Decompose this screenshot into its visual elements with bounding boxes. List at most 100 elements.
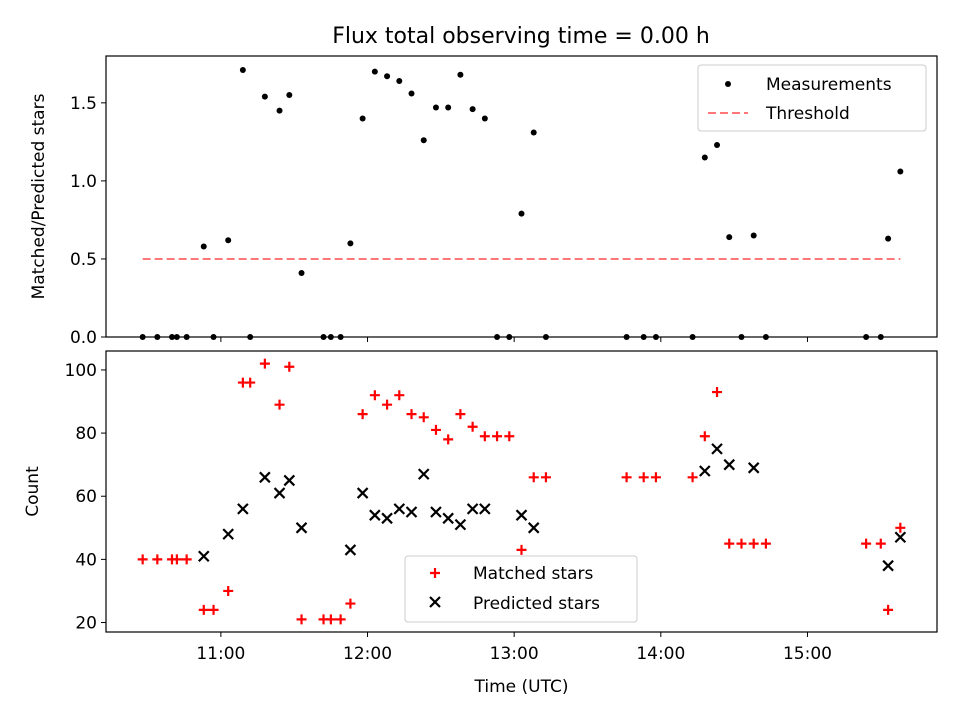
- matched-star-point: [208, 604, 219, 615]
- matched-star-point: [394, 390, 405, 401]
- legend-matched-label: Matched stars: [473, 564, 593, 584]
- measurement-point: [225, 237, 232, 244]
- measurement-point: [261, 93, 268, 100]
- measurement-point: [359, 115, 366, 122]
- measurement-point: [623, 334, 630, 340]
- measurement-point: [877, 334, 884, 340]
- predicted-star-point: [273, 487, 286, 499]
- bottom-ylabel: Count: [23, 466, 43, 517]
- predicted-star-point: [699, 465, 711, 477]
- measurement-point: [183, 334, 190, 340]
- top-ytick-label: 0.5: [70, 250, 97, 270]
- legend-predicted-marker: [429, 596, 441, 608]
- measurement-point: [885, 235, 892, 242]
- measurement-point: [337, 334, 344, 340]
- predicted-star-point: [882, 559, 894, 572]
- predicted-star-point: [393, 503, 406, 515]
- measurement-point: [863, 334, 870, 340]
- matched-star-point: [284, 361, 295, 372]
- measurement-point: [652, 334, 659, 340]
- matched-star-point: [712, 387, 723, 398]
- measurement-point: [762, 334, 769, 340]
- measurement-point: [396, 77, 403, 84]
- predicted-star-point: [430, 506, 442, 518]
- legend-matched-marker: [430, 568, 440, 578]
- legend-measurements-marker: [725, 81, 731, 87]
- top-ytick-label: 0.0: [70, 328, 97, 348]
- measurement-point: [506, 334, 513, 340]
- measurement-point: [139, 334, 146, 340]
- matched-star-point: [345, 598, 356, 609]
- measurement-point: [173, 334, 180, 340]
- measurement-point: [640, 334, 647, 340]
- predicted-star-point: [381, 512, 393, 525]
- matched-star-point: [245, 377, 256, 388]
- matched-star-point: [152, 554, 163, 565]
- matched-star-point: [650, 472, 661, 483]
- matched-star-point: [748, 538, 759, 549]
- matched-star-point: [357, 409, 368, 420]
- matched-star-point: [418, 412, 429, 423]
- matched-star-point: [296, 614, 307, 625]
- bottom-ytick-label: 100: [65, 361, 97, 381]
- matched-star-point: [724, 538, 735, 549]
- predicted-star-point: [454, 518, 467, 531]
- predicted-star-point: [222, 528, 234, 540]
- measurement-point: [750, 232, 757, 239]
- legend-measurements-label: Measurements: [766, 75, 892, 95]
- measurement-point: [286, 92, 293, 99]
- predicted-star-point: [369, 509, 381, 521]
- matched-star-point: [687, 472, 698, 483]
- measurement-point: [494, 334, 501, 340]
- measurement-point: [154, 334, 161, 340]
- bottom-ytick-label: 60: [75, 487, 97, 507]
- matched-star-point: [467, 421, 478, 432]
- predicted-star-point: [527, 522, 540, 534]
- matched-star-point: [504, 431, 515, 442]
- predicted-star-point: [283, 474, 296, 487]
- measurement-point: [210, 334, 217, 340]
- bottom-xtick-label: 12:00: [343, 644, 392, 664]
- matched-star-point: [479, 431, 490, 442]
- measurement-point: [239, 67, 246, 74]
- predicted-star-point: [442, 512, 454, 525]
- matched-star-point: [540, 472, 551, 483]
- measurement-point: [247, 334, 254, 340]
- measurement-point: [298, 269, 305, 276]
- measurement-point: [276, 107, 283, 114]
- matched-star-point: [455, 409, 466, 420]
- measurement-point: [530, 129, 537, 136]
- matched-star-point: [528, 472, 539, 483]
- predicted-star-point: [344, 544, 357, 556]
- matched-star-point: [621, 472, 632, 483]
- measurement-point: [347, 240, 354, 247]
- matched-star-point: [137, 554, 148, 565]
- measurement-point: [327, 334, 334, 340]
- predicted-star-point: [747, 462, 760, 474]
- bottom-ytick-label: 80: [75, 424, 97, 444]
- measurement-point: [384, 73, 391, 80]
- measurement-point: [542, 334, 549, 340]
- measurement-point: [200, 243, 207, 250]
- bottom-xtick-label: 14:00: [636, 644, 685, 664]
- measurement-point: [738, 334, 745, 340]
- top-ytick-label: 1.5: [70, 94, 97, 114]
- measurement-point: [518, 210, 525, 217]
- matched-star-point: [198, 604, 209, 615]
- top-ytick-label: 1.0: [70, 172, 97, 192]
- measurement-point: [897, 168, 904, 175]
- matched-star-point: [223, 585, 234, 596]
- predicted-star-point: [237, 503, 249, 515]
- predicted-star-point: [711, 443, 723, 455]
- matched-star-point: [335, 614, 346, 625]
- predicted-star-point: [356, 487, 369, 499]
- predicted-star-point: [259, 471, 271, 484]
- measurement-point: [320, 334, 327, 340]
- measurement-point: [689, 334, 696, 340]
- measurement-point: [432, 104, 439, 111]
- matched-star-point: [430, 424, 441, 435]
- bottom-axes-frame: [105, 350, 938, 633]
- matched-star-point: [883, 604, 894, 615]
- measurement-point: [714, 141, 721, 148]
